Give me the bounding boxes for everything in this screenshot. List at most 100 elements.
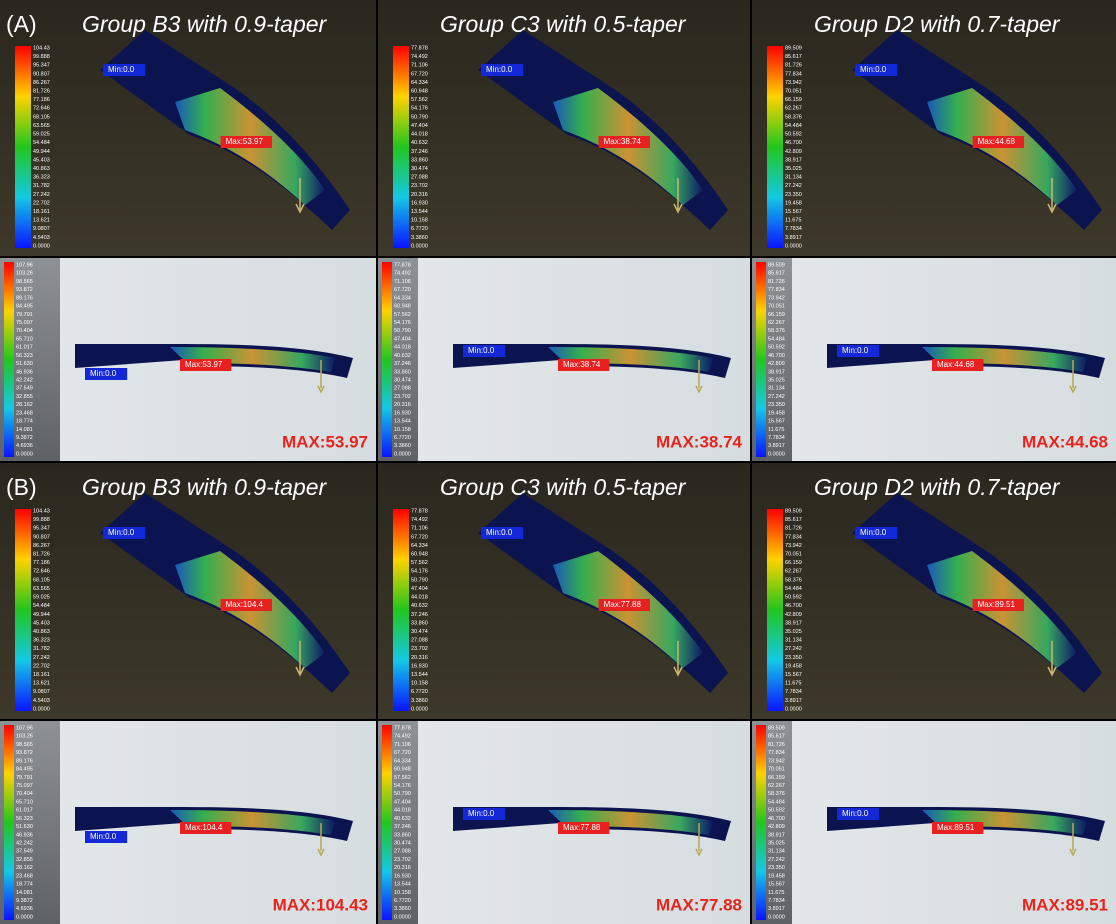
scale-label: 70.051 (785, 88, 802, 94)
scale-label: 13.544 (411, 672, 428, 678)
side-scale-label: 38.917 (768, 832, 785, 838)
panel-title: Group C3 with 0.5-taper (440, 11, 687, 37)
side-scale-label: 74.492 (394, 271, 411, 277)
scale-label: 44.018 (411, 595, 428, 601)
scale-label: 10.158 (411, 681, 428, 687)
side-scale-label: 54.176 (394, 783, 411, 789)
scale-label: 50.592 (785, 595, 802, 601)
scale-label: 47.404 (411, 123, 428, 129)
side-scale-label: 60.948 (394, 767, 411, 773)
side-scale-label: 18.774 (16, 419, 33, 425)
scale-label: 50.790 (411, 114, 428, 120)
scale-label: 27.242 (33, 655, 50, 661)
scale-label: 73.942 (785, 543, 802, 549)
side-scale-label: 57.562 (394, 312, 411, 318)
side-scale-label: 23.350 (768, 865, 785, 871)
scale-label: 0.0000 (785, 243, 802, 249)
color-scale (15, 46, 31, 248)
scale-label: 19.458 (785, 663, 802, 669)
side-color-scale (382, 725, 392, 920)
side-scale-label: 6.7720 (394, 898, 411, 904)
side-scale-label: 32.855 (16, 857, 33, 863)
side-scale-label: 61.017 (16, 345, 33, 351)
scale-label: 50.592 (785, 132, 802, 138)
side-scale-label: 15.567 (768, 419, 785, 425)
side-scale-label: 60.948 (394, 304, 411, 310)
side-scale-label: 81.726 (768, 279, 785, 285)
side-scale-label: 65.710 (16, 799, 33, 805)
scale-label: 49.944 (33, 149, 50, 155)
side-scale-label: 50.592 (768, 808, 785, 814)
scale-label: 85.617 (785, 54, 802, 60)
scale-label: 63.565 (33, 586, 50, 592)
side-scale-label: 4.6936 (16, 443, 33, 449)
side-scale-label: 27.088 (394, 849, 411, 855)
side-scale-label: 19.458 (768, 410, 785, 416)
side-scale-label: 46.700 (768, 353, 785, 359)
side-scale-label: 11.675 (768, 890, 784, 896)
side-scale-label: 42.809 (768, 824, 785, 830)
side-min-label: Min:0.0 (842, 346, 869, 355)
scale-label: 30.474 (411, 166, 428, 172)
scale-label: 104.43 (33, 508, 50, 514)
side-scale-label: 13.544 (394, 882, 411, 888)
side-scale-label: 65.710 (16, 336, 33, 342)
side-scale-label: 20.316 (394, 402, 411, 408)
side-scale-label: 35.025 (768, 840, 785, 846)
side-scale-label: 73.942 (768, 758, 785, 764)
color-scale (393, 509, 409, 711)
scale-label: 86.267 (33, 80, 50, 86)
side-scale-label: 77.878 (394, 725, 411, 731)
side-scale-label: 28.162 (16, 402, 33, 408)
side-scale-label: 57.562 (394, 775, 411, 781)
scale-label: 9.0807 (33, 226, 50, 232)
side-max-label: Max:53.97 (185, 360, 223, 369)
scale-label: 23.702 (411, 646, 428, 652)
scale-label: 47.404 (411, 586, 428, 592)
scale-label: 90.807 (33, 534, 50, 540)
scale-label: 81.726 (33, 88, 50, 94)
scale-label: 27.088 (411, 175, 428, 181)
scale-label: 104.43 (33, 45, 50, 51)
scale-label: 49.944 (33, 612, 50, 618)
scale-label: 36.323 (33, 638, 50, 644)
scale-label: 44.018 (411, 132, 428, 138)
side-max-label: Max:89.51 (937, 823, 975, 832)
scale-label: 74.492 (411, 517, 428, 523)
scale-label: 46.700 (785, 140, 802, 146)
scale-label: 95.347 (33, 63, 50, 69)
scale-label: 86.267 (33, 543, 50, 549)
side-scale-label: 81.726 (768, 742, 785, 748)
scale-label: 99.888 (33, 54, 50, 60)
scale-label: 37.246 (411, 612, 428, 618)
scale-label: 27.242 (33, 192, 50, 198)
scale-label: 63.565 (33, 123, 50, 129)
side-scale-label: 50.790 (394, 328, 411, 334)
scale-label: 54.484 (785, 123, 802, 129)
color-scale (15, 509, 31, 711)
side-scale-label: 31.134 (768, 386, 785, 392)
max-result: MAX:77.88 (656, 895, 742, 914)
color-scale (767, 509, 783, 711)
scale-label: 81.726 (785, 63, 802, 69)
scale-label: 54.176 (411, 569, 428, 575)
scale-label: 31.782 (33, 183, 50, 189)
side-color-scale (756, 262, 766, 457)
side-scale-label: 84.495 (16, 304, 33, 310)
scale-label: 38.917 (785, 620, 802, 626)
side-scale-label: 51.630 (16, 361, 33, 367)
scale-label: 31.782 (33, 646, 50, 652)
side-scale-label: 40.632 (394, 816, 411, 822)
side-scale-label: 0.0000 (768, 914, 785, 920)
panel-title: Group C3 with 0.5-taper (440, 474, 687, 500)
side-scale-label: 16.930 (394, 873, 411, 879)
side-scale-label: 42.809 (768, 361, 785, 367)
side-scale-label: 30.474 (394, 840, 411, 846)
side-scale-label: 23.702 (394, 857, 411, 863)
side-scale-label: 20.316 (394, 865, 411, 871)
scale-label: 18.161 (33, 209, 50, 215)
scale-label: 13.621 (33, 218, 50, 224)
scale-label: 66.159 (785, 560, 802, 566)
side-scale-label: 85.617 (768, 271, 785, 277)
scale-label: 99.888 (33, 517, 50, 523)
